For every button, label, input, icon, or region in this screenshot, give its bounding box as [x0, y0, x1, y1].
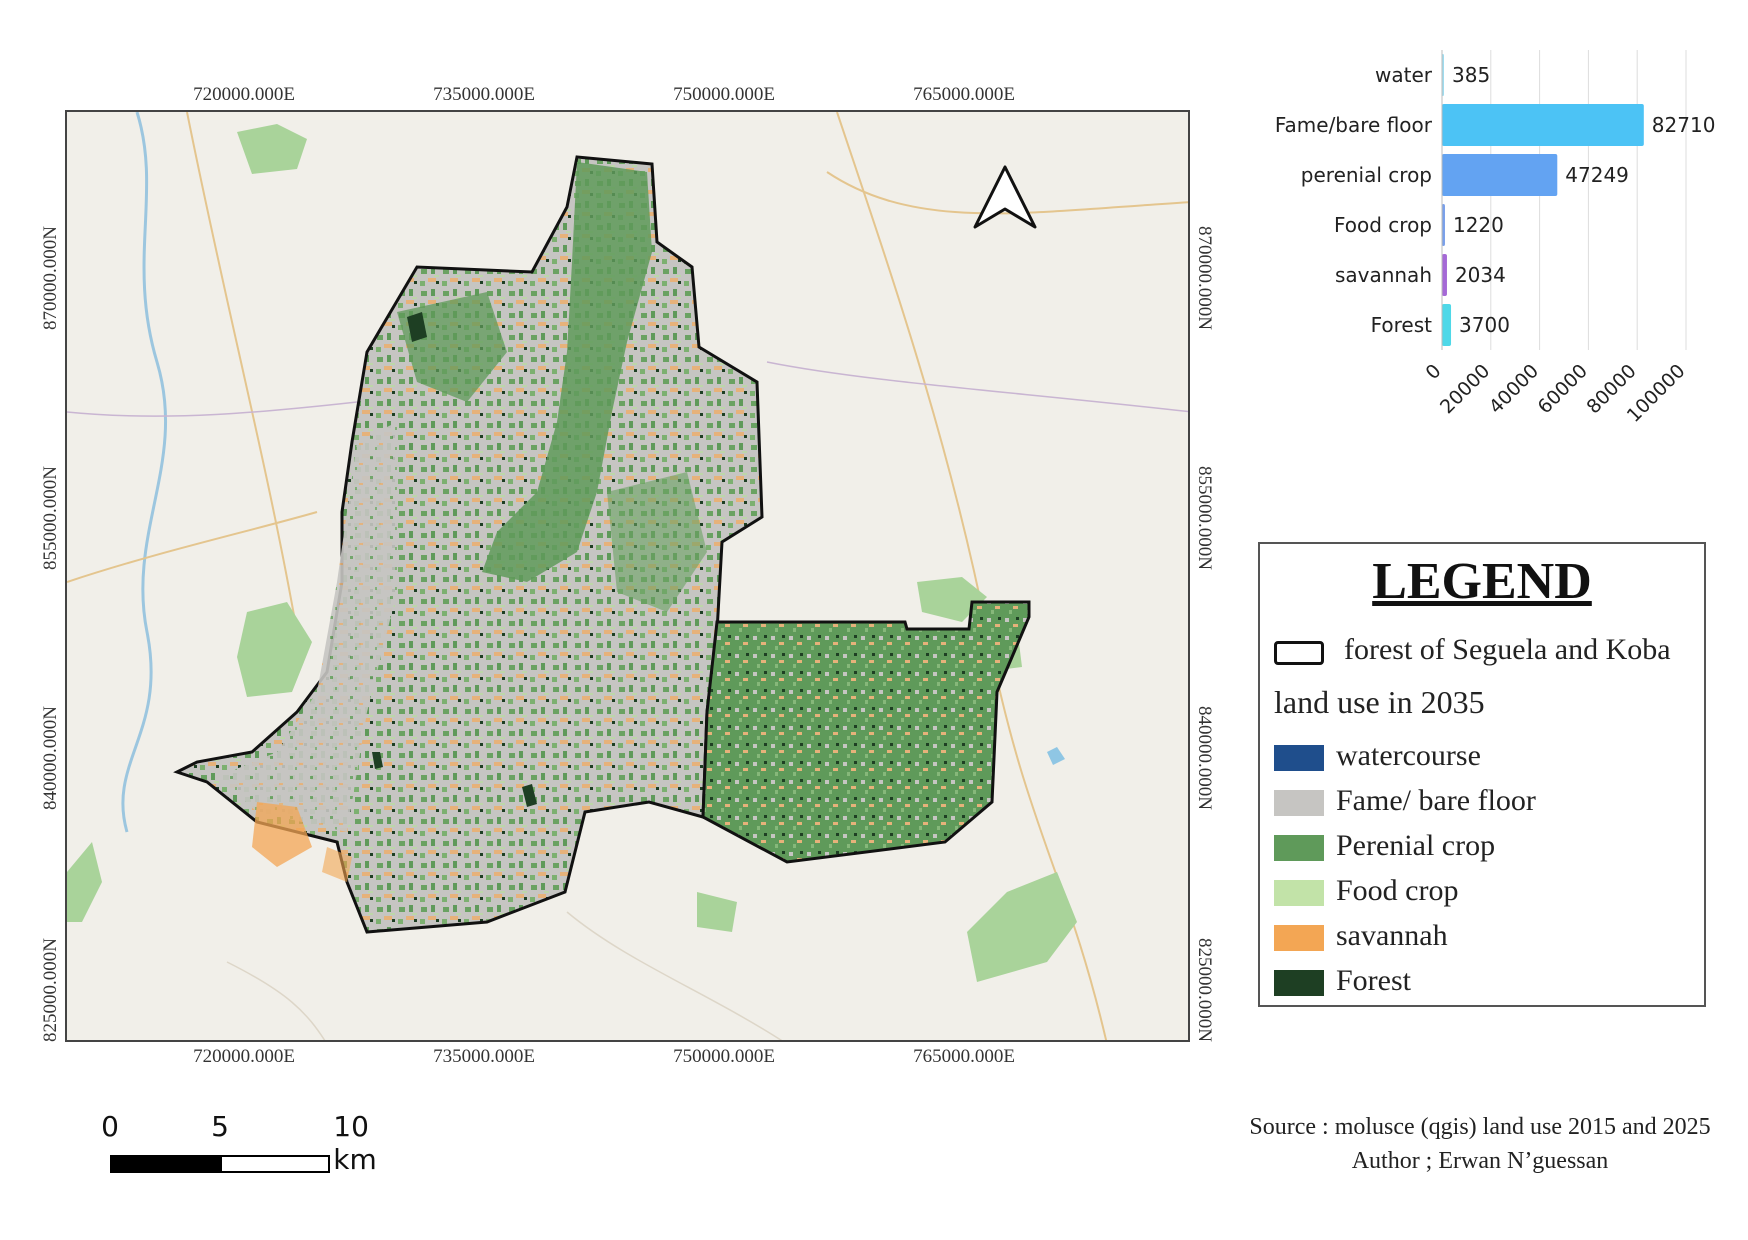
scale-bar-white-segment: [220, 1155, 330, 1173]
chart-value-label: 2034: [1455, 263, 1506, 287]
legend-subtitle: land use in 2035: [1274, 684, 1485, 720]
legend-swatch: [1274, 745, 1324, 771]
grid-x-label-bottom: 765000.000E: [913, 1046, 1015, 1067]
map-frame[interactable]: [65, 110, 1190, 1042]
grid-y-label-right: 840000.000N: [1194, 706, 1215, 810]
chart-category-label: water: [1375, 63, 1433, 87]
legend-item-label: Fame/ bare floor: [1336, 784, 1536, 817]
chart-value-label: 3700: [1459, 313, 1510, 337]
legend-swatch: [1274, 970, 1324, 996]
chart-bar: [1442, 204, 1445, 246]
chart-bar: [1442, 154, 1558, 196]
legend-box: LEGEND forest of Seguela and Koba land u…: [1258, 542, 1706, 1007]
legend-swatch: [1274, 880, 1324, 906]
food-crop-patch: [917, 577, 987, 622]
grid-x-label-top: 720000.000E: [193, 84, 295, 105]
chart-category-label: savannah: [1335, 263, 1432, 287]
grid-x-label-bottom: 720000.000E: [193, 1046, 295, 1067]
grid-y-label-left: 855000.000N: [40, 466, 61, 570]
chart-value-label: 385: [1452, 63, 1490, 87]
legend-item-label: Food crop: [1336, 874, 1459, 907]
chart-bar: [1442, 304, 1452, 346]
perenial-crop-band: [397, 292, 507, 402]
chart-category-label: Food crop: [1334, 213, 1432, 237]
source-line: Source : molusce (qgis) land use 2015 an…: [1249, 1114, 1711, 1140]
chart-value-label: 82710: [1652, 113, 1716, 137]
legend-swatch: [1274, 925, 1324, 951]
grid-x-label-top: 765000.000E: [913, 84, 1015, 105]
legend-title: LEGEND: [1372, 553, 1592, 610]
legend-swatch: [1274, 835, 1324, 861]
food-crop-patch: [67, 842, 102, 922]
grid-y-label-left: 840000.000N: [40, 706, 61, 810]
food-crop-patch: [967, 872, 1077, 982]
legend-item-label: Perenial crop: [1336, 829, 1496, 862]
chart-category-label: Forest: [1371, 313, 1433, 337]
food-crop-patch: [237, 124, 307, 174]
river-line: [121, 112, 168, 833]
bare-floor-area: [217, 422, 397, 832]
grid-y-label-left: 825000.000N: [40, 938, 61, 1042]
legend-swatch: [1274, 790, 1324, 816]
scale-bar-label: 0: [101, 1110, 119, 1143]
chart-x-tick-label: 0: [1421, 360, 1445, 384]
scale-bar: 0 5 10 km: [100, 1110, 377, 1176]
map-canvas[interactable]: [67, 112, 1190, 1042]
chart-x-tick-label: 40000: [1485, 360, 1543, 418]
legend-item-label: Forest: [1336, 964, 1411, 997]
grid-x-label-bottom: 750000.000E: [673, 1046, 775, 1067]
study-area-east: [701, 600, 1031, 864]
perenial-crop-band: [607, 472, 707, 612]
scale-bar-black-segment: [110, 1155, 220, 1173]
savannah-patch: [322, 847, 352, 882]
grid-y-label-right: 825000.000N: [1194, 938, 1215, 1042]
boundary-label: forest of Seguela and Koba: [1344, 633, 1671, 666]
chart-category-label: perenial crop: [1301, 163, 1432, 187]
scale-bar-label: 10 km: [333, 1110, 377, 1176]
boundary-swatch: [1274, 641, 1324, 665]
chart-bar: [1442, 254, 1447, 296]
chart-x-tick-label: 20000: [1436, 360, 1494, 418]
border-line: [766, 361, 1188, 413]
minor-road: [226, 961, 326, 1040]
author-line: Author ; Erwan N’guessan: [1351, 1148, 1609, 1174]
border-line: [67, 401, 358, 417]
chart-bar: [1442, 104, 1644, 146]
road-line: [186, 112, 298, 633]
legend-item-label: watercourse: [1336, 739, 1481, 772]
chart-value-label: 47249: [1565, 163, 1629, 187]
grid-x-label-bottom: 735000.000E: [433, 1046, 535, 1067]
savannah-patch: [252, 802, 312, 867]
scale-bar-label: 5: [211, 1110, 229, 1143]
grid-y-label-left: 870000.000N: [40, 226, 61, 330]
source-text: Source : molusce (qgis) land use 2015 an…: [1230, 1110, 1730, 1178]
forest-patch: [522, 784, 537, 807]
water-body: [1047, 747, 1065, 765]
north-arrow-icon: [973, 165, 1037, 229]
perenial-crop-band: [482, 162, 652, 582]
legend-item-label: savannah: [1336, 919, 1448, 952]
grid-x-label-top: 735000.000E: [433, 84, 535, 105]
food-crop-patch: [697, 892, 737, 932]
road-line: [67, 511, 318, 583]
forest-patch: [407, 312, 427, 342]
minor-road: [566, 911, 783, 1040]
forest-patch: [372, 752, 383, 769]
food-crop-patch: [237, 602, 312, 697]
grid-y-label-right: 855000.000N: [1194, 466, 1215, 570]
chart-x-tick-label: 60000: [1534, 360, 1592, 418]
chart-category-label: Fame/bare floor: [1275, 113, 1433, 137]
chart-value-label: 1220: [1453, 213, 1504, 237]
grid-x-label-top: 750000.000E: [673, 84, 775, 105]
